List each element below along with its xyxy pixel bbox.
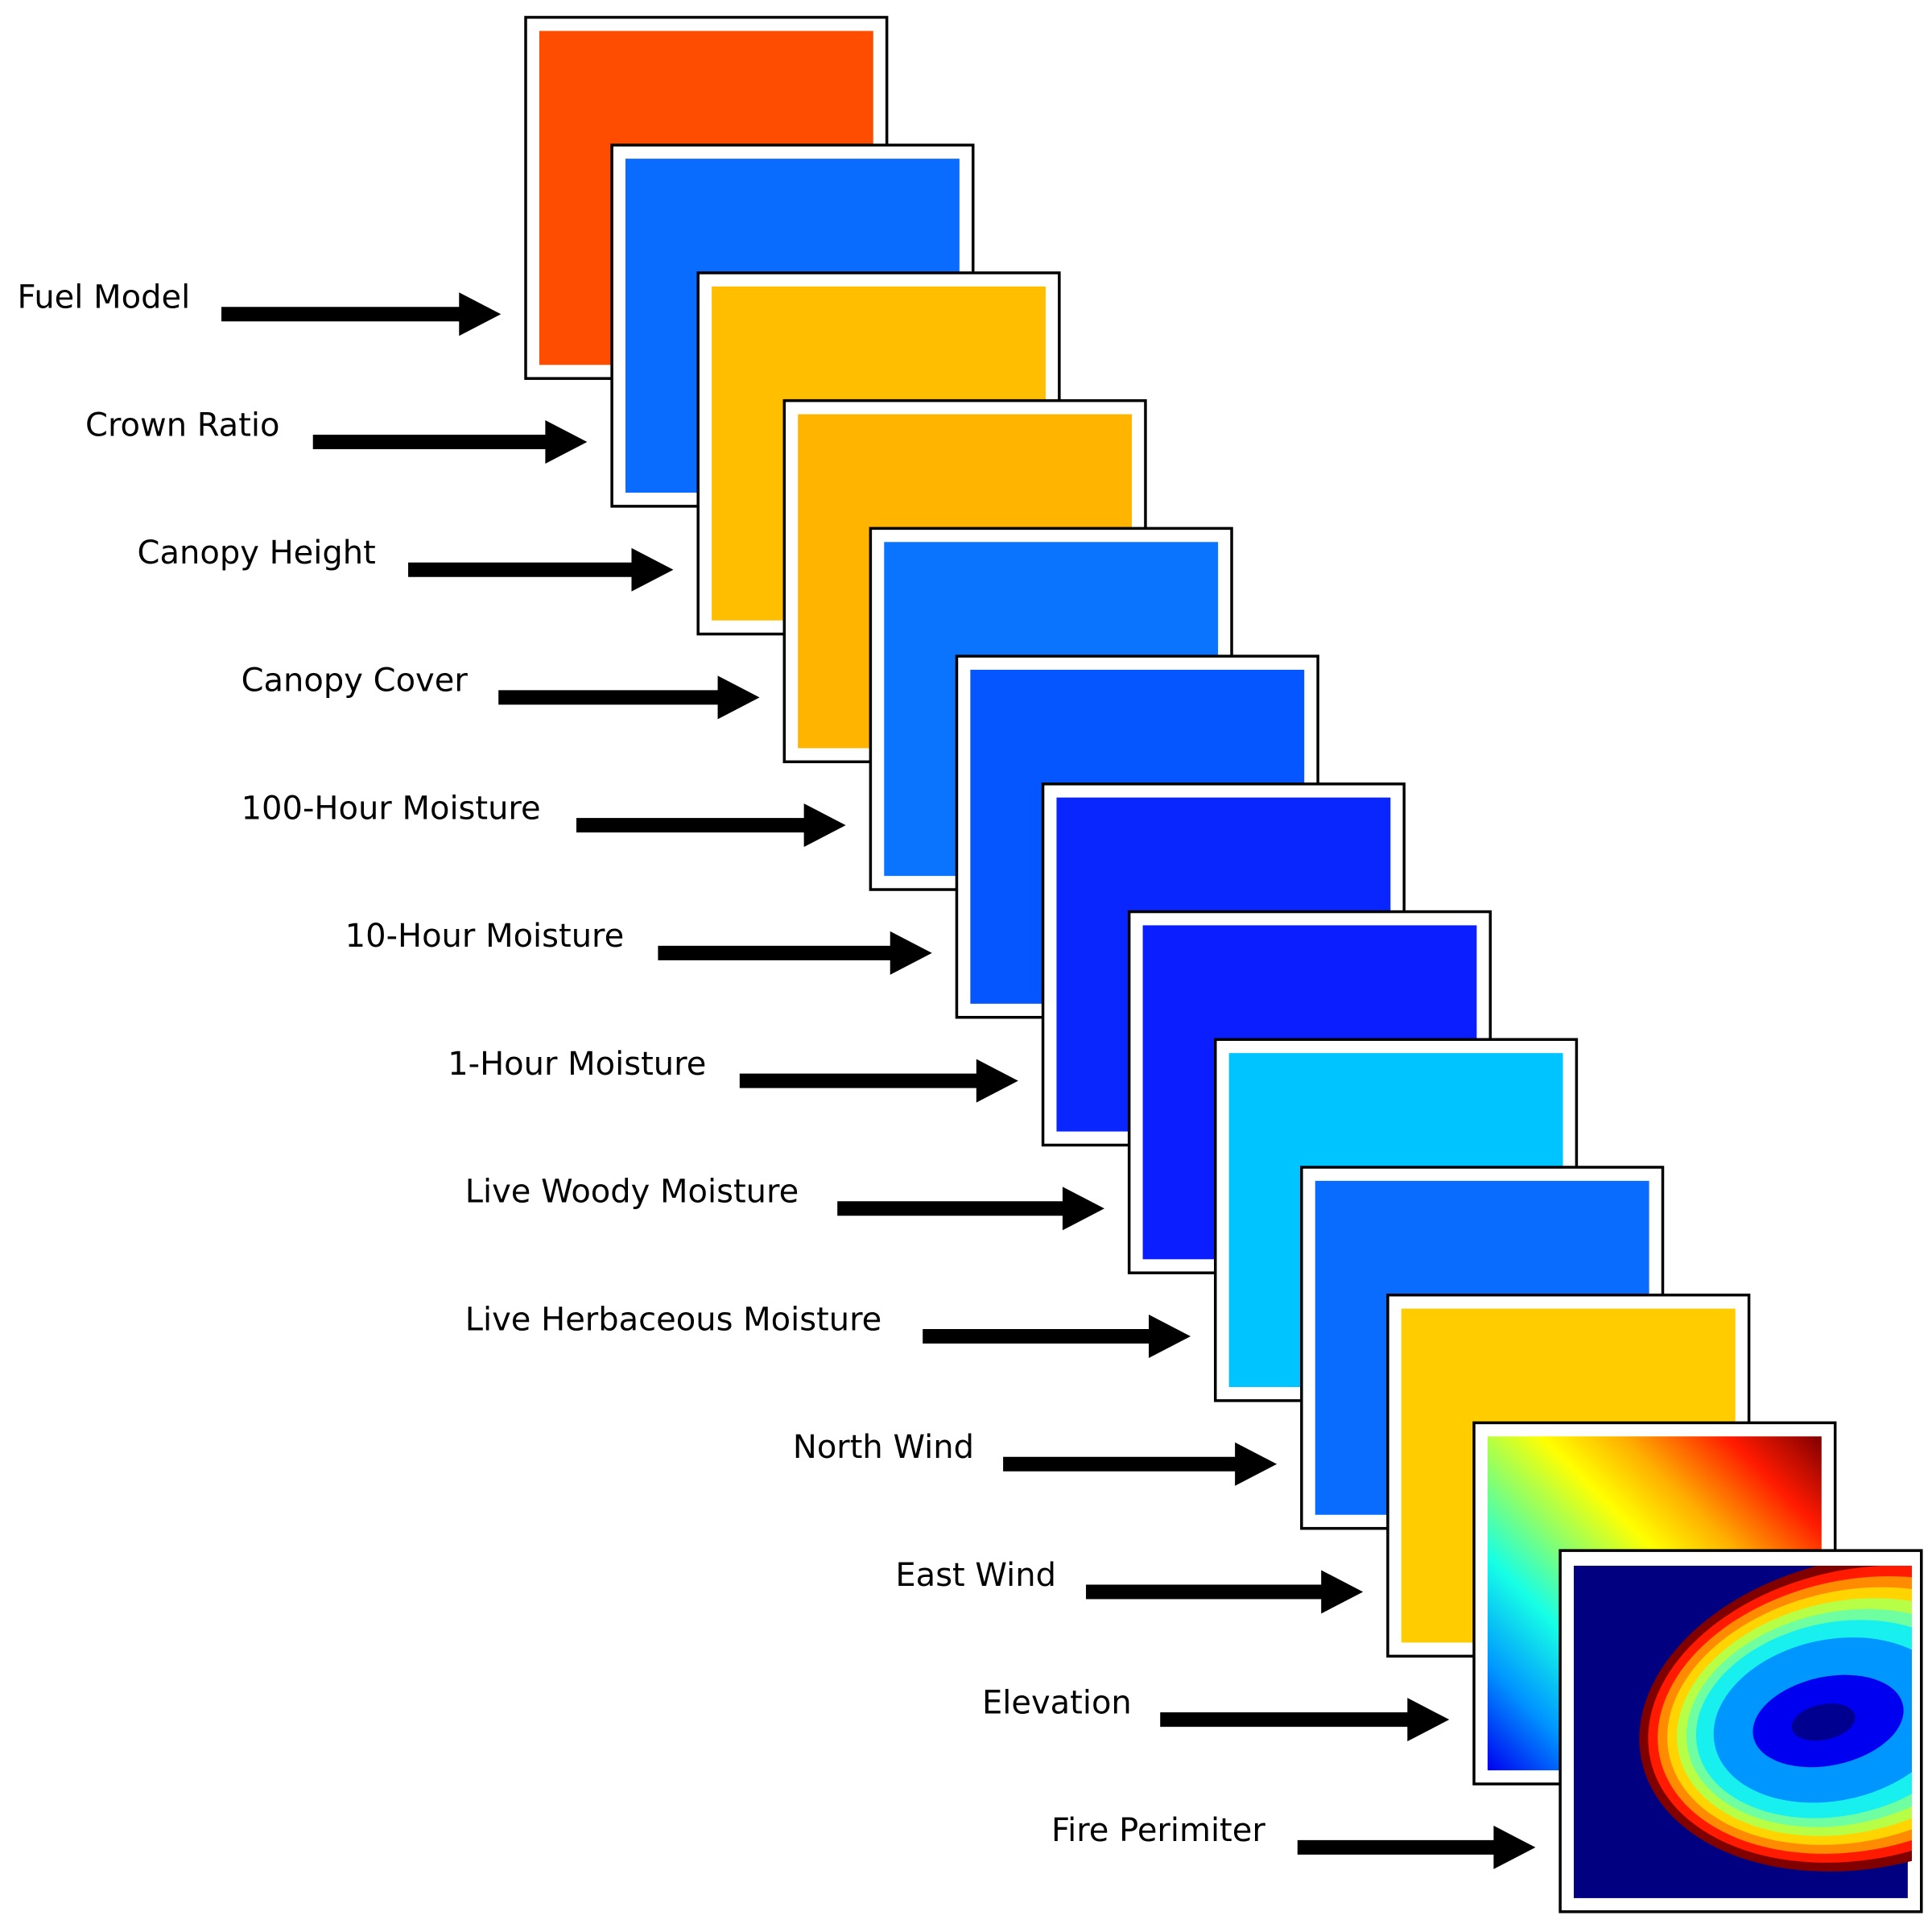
arrow-east-wind — [1086, 1570, 1364, 1614]
arrow-north-wind — [1003, 1442, 1278, 1486]
arrow-canopy-cover — [498, 675, 760, 720]
layer-label-fuel-model: Fuel Model — [18, 279, 191, 316]
layer-label-canopy-cover: Canopy Cover — [242, 663, 469, 700]
arrow-fire-perimiter — [1297, 1825, 1536, 1869]
layer-label-fire-perimiter: Fire Perimiter — [1051, 1812, 1265, 1849]
arrow-live-woody-moisture — [837, 1187, 1104, 1231]
layer-label-north-wind: North Wind — [793, 1429, 974, 1466]
layer-label-1-hour-moisture: 1-Hour Moisture — [448, 1046, 706, 1083]
arrow-fuel-model — [221, 292, 502, 336]
arrow-100-hour-moisture — [576, 803, 846, 848]
arrow-canopy-height — [408, 547, 674, 592]
arrow-elevation — [1160, 1698, 1450, 1742]
fire-perimeter-map — [1574, 1566, 1912, 1898]
arrow-crown-ratio — [312, 419, 588, 464]
layer-label-10-hour-moisture: 10-Hour Moisture — [345, 918, 625, 955]
layer-label-canopy-height: Canopy Height — [138, 535, 376, 572]
layer-label-elevation: Elevation — [982, 1685, 1132, 1722]
arrow-1-hour-moisture — [739, 1059, 1018, 1103]
arrow-10-hour-moisture — [658, 931, 932, 975]
layer-panel-fire-perimiter — [1558, 1549, 1923, 1913]
layer-label-100-hour-moisture: 100-Hour Moisture — [242, 790, 541, 827]
layer-label-east-wind: East Wind — [895, 1557, 1056, 1594]
arrow-live-herbaceous-moisture — [923, 1315, 1191, 1359]
layer-label-crown-ratio: Crown Ratio — [85, 407, 279, 444]
layer-label-live-herbaceous-moisture: Live Herbaceous Moisture — [465, 1301, 882, 1338]
layer-label-live-woody-moisture: Live Woody Moisture — [465, 1174, 799, 1211]
